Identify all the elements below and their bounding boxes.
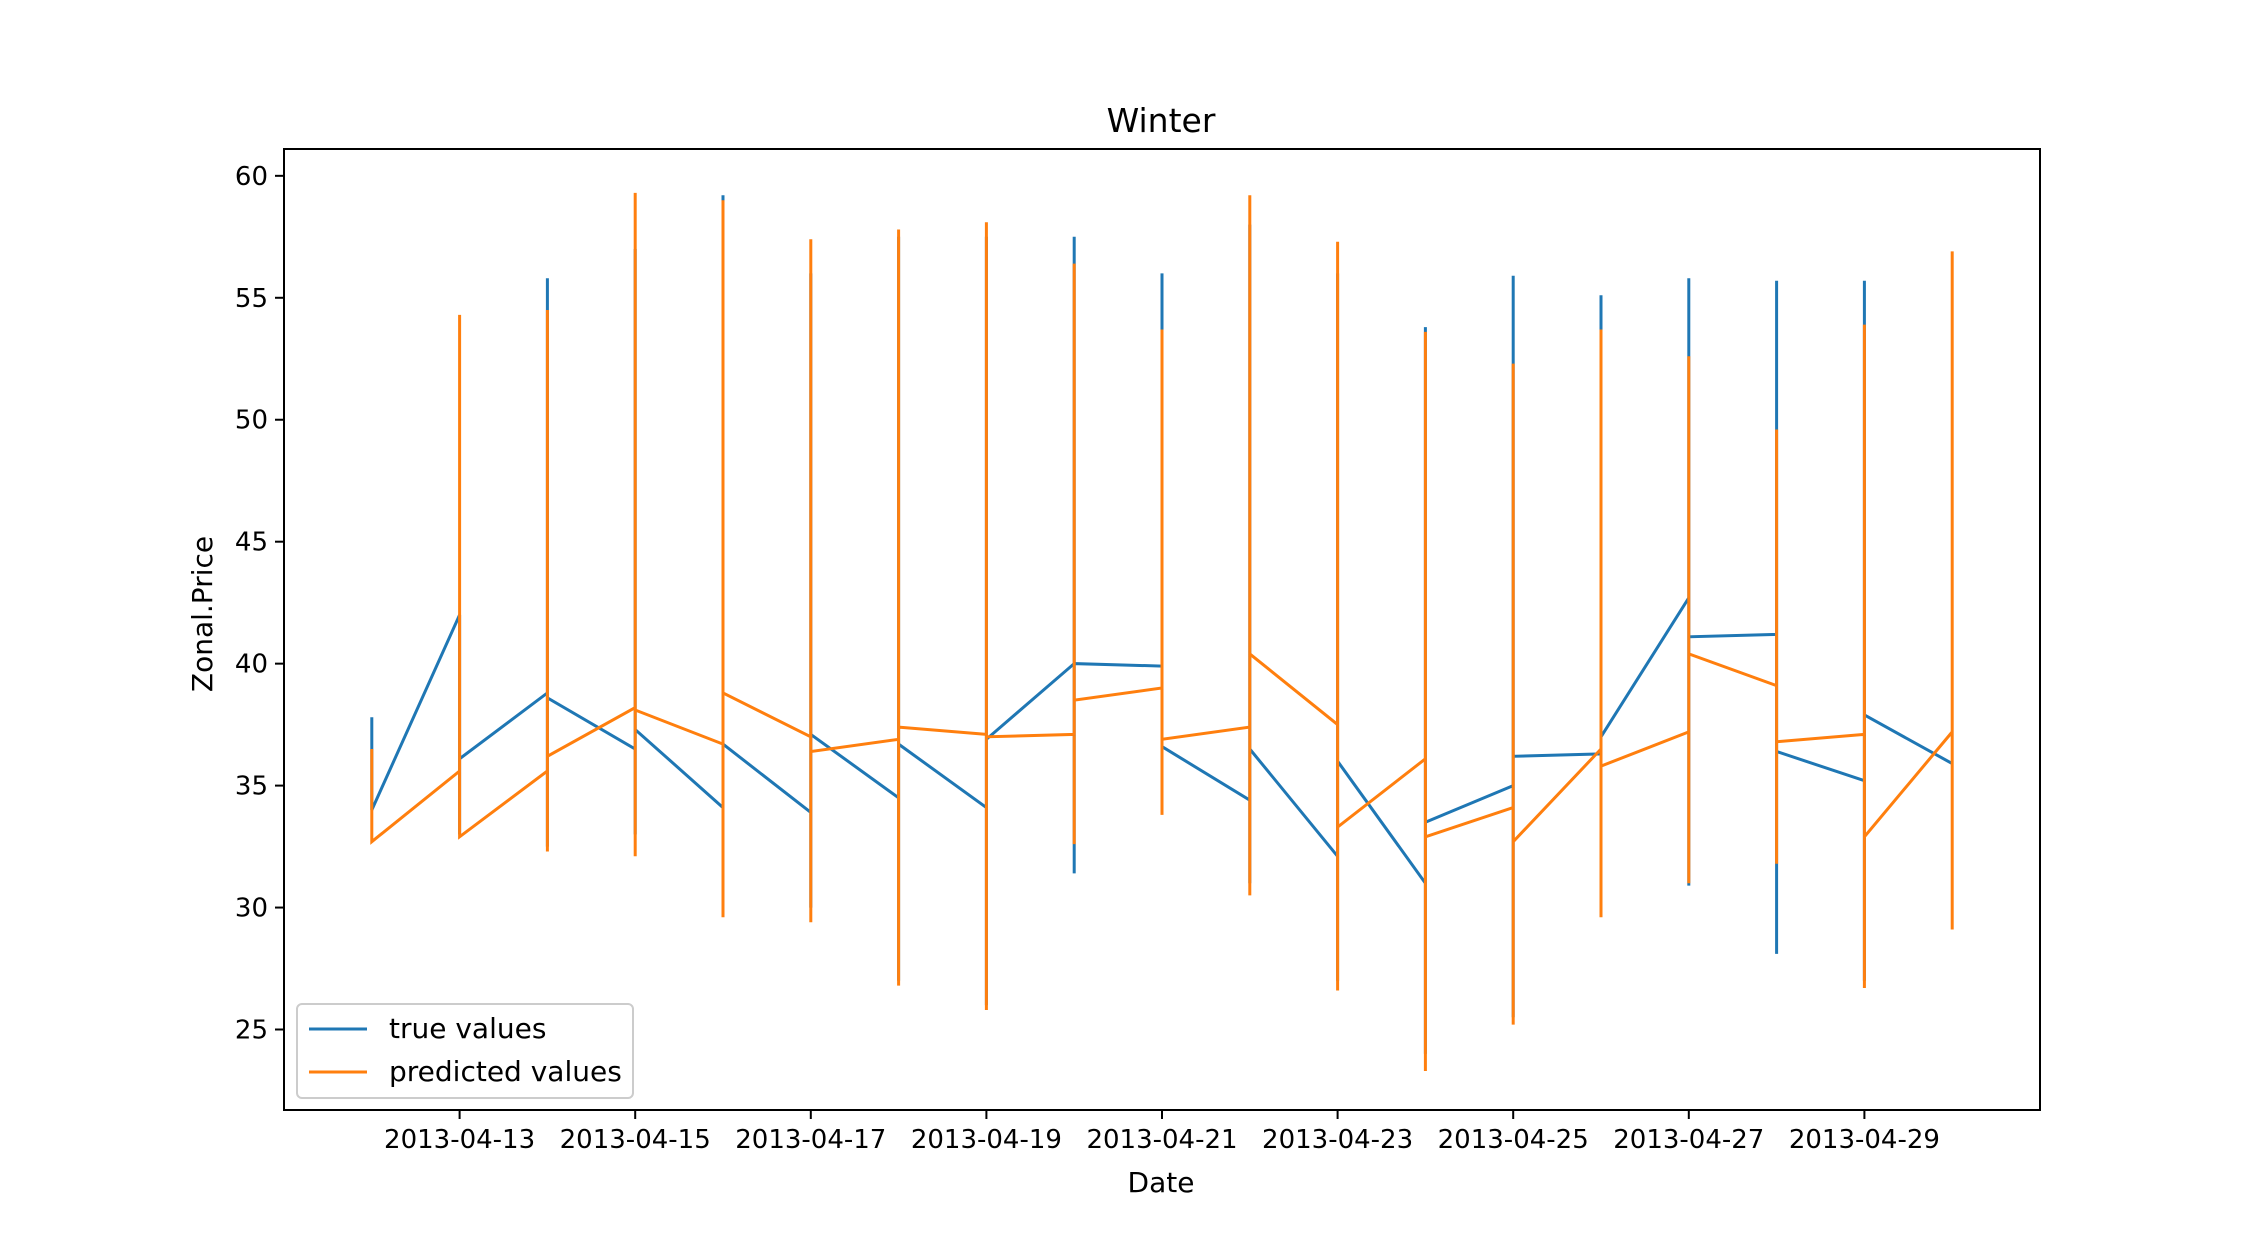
y-tick-label: 30 (235, 894, 268, 924)
x-tick-label: 2013-04-19 (911, 1125, 1062, 1155)
y-tick-label: 60 (235, 162, 268, 192)
legend-label: predicted values (389, 1055, 622, 1088)
x-axis-label: Date (1128, 1166, 1195, 1199)
x-tick-label: 2013-04-23 (1262, 1125, 1413, 1155)
y-axis-label-group: Zonal.Price (186, 536, 219, 692)
x-tick-label: 2013-04-17 (735, 1125, 886, 1155)
ticks-layer: 2013-04-13 2013-04-15 2013-04-17 2013-04-19… (235, 162, 1940, 1155)
y-tick-label: 45 (235, 528, 268, 558)
y-tick-label: 40 (235, 650, 268, 680)
x-tick-label: 2013-04-15 (560, 1125, 711, 1155)
x-tick-label: 2013-04-13 (384, 1125, 535, 1155)
legend-box (296, 1003, 634, 1099)
plot-frame (283, 148, 2041, 1111)
y-tick-label: 25 (235, 1016, 268, 1046)
series-line-2 (370, 192, 1954, 1071)
y-tick-label: 35 (235, 772, 268, 802)
x-tick-label: 2013-04-29 (1789, 1125, 1940, 1155)
y-tick-label: 55 (235, 284, 268, 314)
legend-label: true values (389, 1012, 546, 1045)
x-tick-label: 2013-04-25 (1438, 1125, 1589, 1155)
chart-title: Winter (1107, 101, 1216, 140)
x-tick-label: 2013-04-27 (1613, 1125, 1764, 1155)
y-tick-label: 50 (235, 406, 268, 436)
legend: true values predicted values (296, 1003, 634, 1099)
series-layer (370, 192, 1954, 1071)
y-axis-label: Zonal.Price (186, 536, 219, 692)
x-tick-label: 2013-04-21 (1086, 1125, 1237, 1155)
